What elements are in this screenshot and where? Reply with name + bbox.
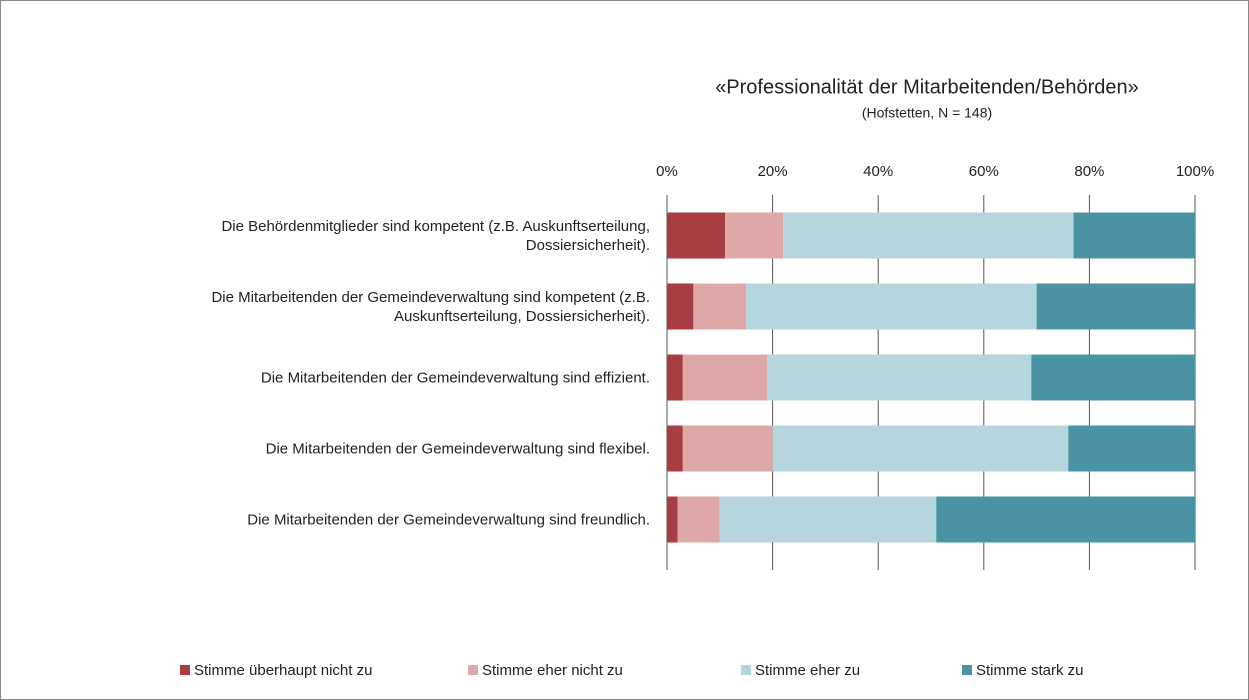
- bar-segment: [719, 496, 937, 543]
- bar-segment: [1073, 212, 1195, 259]
- x-tick-label: 40%: [863, 163, 893, 180]
- bar-segment: [667, 212, 726, 259]
- bar-segment: [772, 425, 1069, 472]
- x-tick-label: 20%: [758, 163, 788, 180]
- legend-swatch: [741, 665, 751, 675]
- bar-segment: [682, 354, 768, 401]
- bar-segment: [1031, 354, 1195, 401]
- chart-subtitle: (Hofstetten, N = 148): [862, 105, 992, 121]
- x-tick-label: 60%: [969, 163, 999, 180]
- bar-segment: [1036, 283, 1195, 330]
- bar-segment: [1068, 425, 1195, 472]
- bar-segment: [767, 354, 1032, 401]
- chart-title: «Professionalität der Mitarbeitenden/Beh…: [715, 76, 1139, 98]
- legend-swatch: [962, 665, 972, 675]
- bar-segment: [936, 496, 1195, 543]
- bar-segment: [693, 283, 747, 330]
- bar-segment: [667, 354, 683, 401]
- bar-segment: [682, 425, 773, 472]
- legend-label: Stimme eher nicht zu: [482, 662, 623, 679]
- legend-label: Stimme überhaupt nicht zu: [194, 662, 372, 679]
- legend-swatch: [468, 665, 478, 675]
- bar-segment: [667, 496, 678, 543]
- category-label: Die Mitarbeitenden der Gemeindeverwaltun…: [260, 369, 650, 386]
- bar-segment: [746, 283, 1037, 330]
- x-tick-label: 80%: [1074, 163, 1104, 180]
- category-label: Die Behördenmitglieder sind kompetent (z…: [221, 217, 650, 254]
- legend-label: Stimme stark zu: [976, 662, 1084, 679]
- x-tick-label: 0%: [656, 163, 678, 180]
- bar-segment: [677, 496, 720, 543]
- bar-segment: [725, 212, 784, 259]
- x-tick-label: 100%: [1176, 163, 1214, 180]
- category-label: Die Mitarbeitenden der Gemeindeverwaltun…: [247, 511, 650, 528]
- bar-segment: [667, 283, 694, 330]
- bar-segment: [667, 425, 683, 472]
- category-label: Die Mitarbeitenden der Gemeindeverwaltun…: [211, 288, 650, 325]
- bar-segment: [783, 212, 1074, 259]
- legend-label: Stimme eher zu: [755, 662, 860, 679]
- category-label: Die Mitarbeitenden der Gemeindeverwaltun…: [265, 440, 650, 457]
- legend-swatch: [180, 665, 190, 675]
